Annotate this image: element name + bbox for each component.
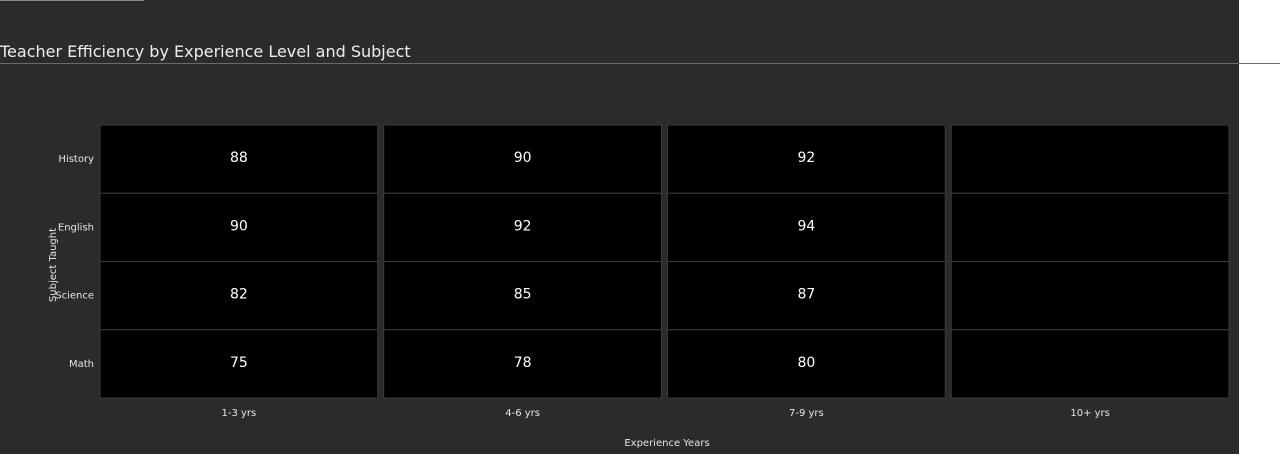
heatmap-cell: [667, 124, 946, 194]
heatmap-cell: [383, 329, 662, 399]
heatmap-cell: [950, 261, 1230, 331]
x-tick-label: 4-6 yrs: [505, 408, 540, 419]
heatmap-cell: [667, 192, 946, 262]
heatmap-cell: [99, 261, 379, 331]
heatmap-cell: [99, 124, 379, 194]
cell-value-label: 85: [514, 287, 532, 303]
x-tick-label: 7-9 yrs: [789, 408, 824, 419]
cell-value-label: 94: [797, 218, 815, 234]
heatmap-cell: [950, 329, 1230, 399]
x-axis-label: Experience Years: [624, 438, 709, 449]
title-divider: [0, 63, 1280, 64]
heatmap-cell: [950, 192, 1230, 262]
cell-value-label: 92: [514, 218, 532, 234]
heatmap-cell: [667, 261, 946, 331]
x-tick-label: 10+ yrs: [1070, 408, 1110, 419]
cell-value-label: 87: [797, 287, 815, 303]
cell-value-label: 92: [797, 150, 815, 166]
heatmap-cell: [383, 192, 662, 262]
y-tick-label: Science: [55, 291, 94, 302]
heatmap-cell: [383, 261, 662, 331]
cell-value-label: 78: [514, 355, 532, 371]
cell-value-label: 80: [797, 355, 815, 371]
heatmap-cell: [99, 192, 379, 262]
y-tick-label: Math: [69, 359, 94, 370]
heatmap-cell: [950, 124, 1230, 194]
y-tick-label: English: [58, 222, 94, 233]
cell-value-label: 88: [230, 150, 248, 166]
heatmap-cell: [667, 329, 946, 399]
heatmap-labels: 88 90 92 90 92 94 82 85 87 75 78 80 History English Sc…: [48, 150, 1110, 449]
cell-value-label: 90: [230, 218, 248, 234]
heatmap-cells: [99, 124, 1230, 399]
chart-title: Teacher Efficiency by Experience Level a…: [0, 42, 411, 61]
cell-value-label: 82: [230, 287, 248, 303]
y-tick-label: History: [58, 154, 94, 165]
heatmap-chart: 88 90 92 90 92 94 82 85 87 75 78 80 History English Sc…: [48, 124, 1230, 449]
cell-value-label: 75: [230, 355, 248, 371]
y-axis-label: Subject Taught: [48, 228, 59, 302]
top-tab-indicator: [0, 0, 144, 1]
cell-value-label: 90: [514, 150, 532, 166]
heatmap-cell: [99, 329, 379, 399]
x-tick-label: 1-3 yrs: [221, 408, 256, 419]
